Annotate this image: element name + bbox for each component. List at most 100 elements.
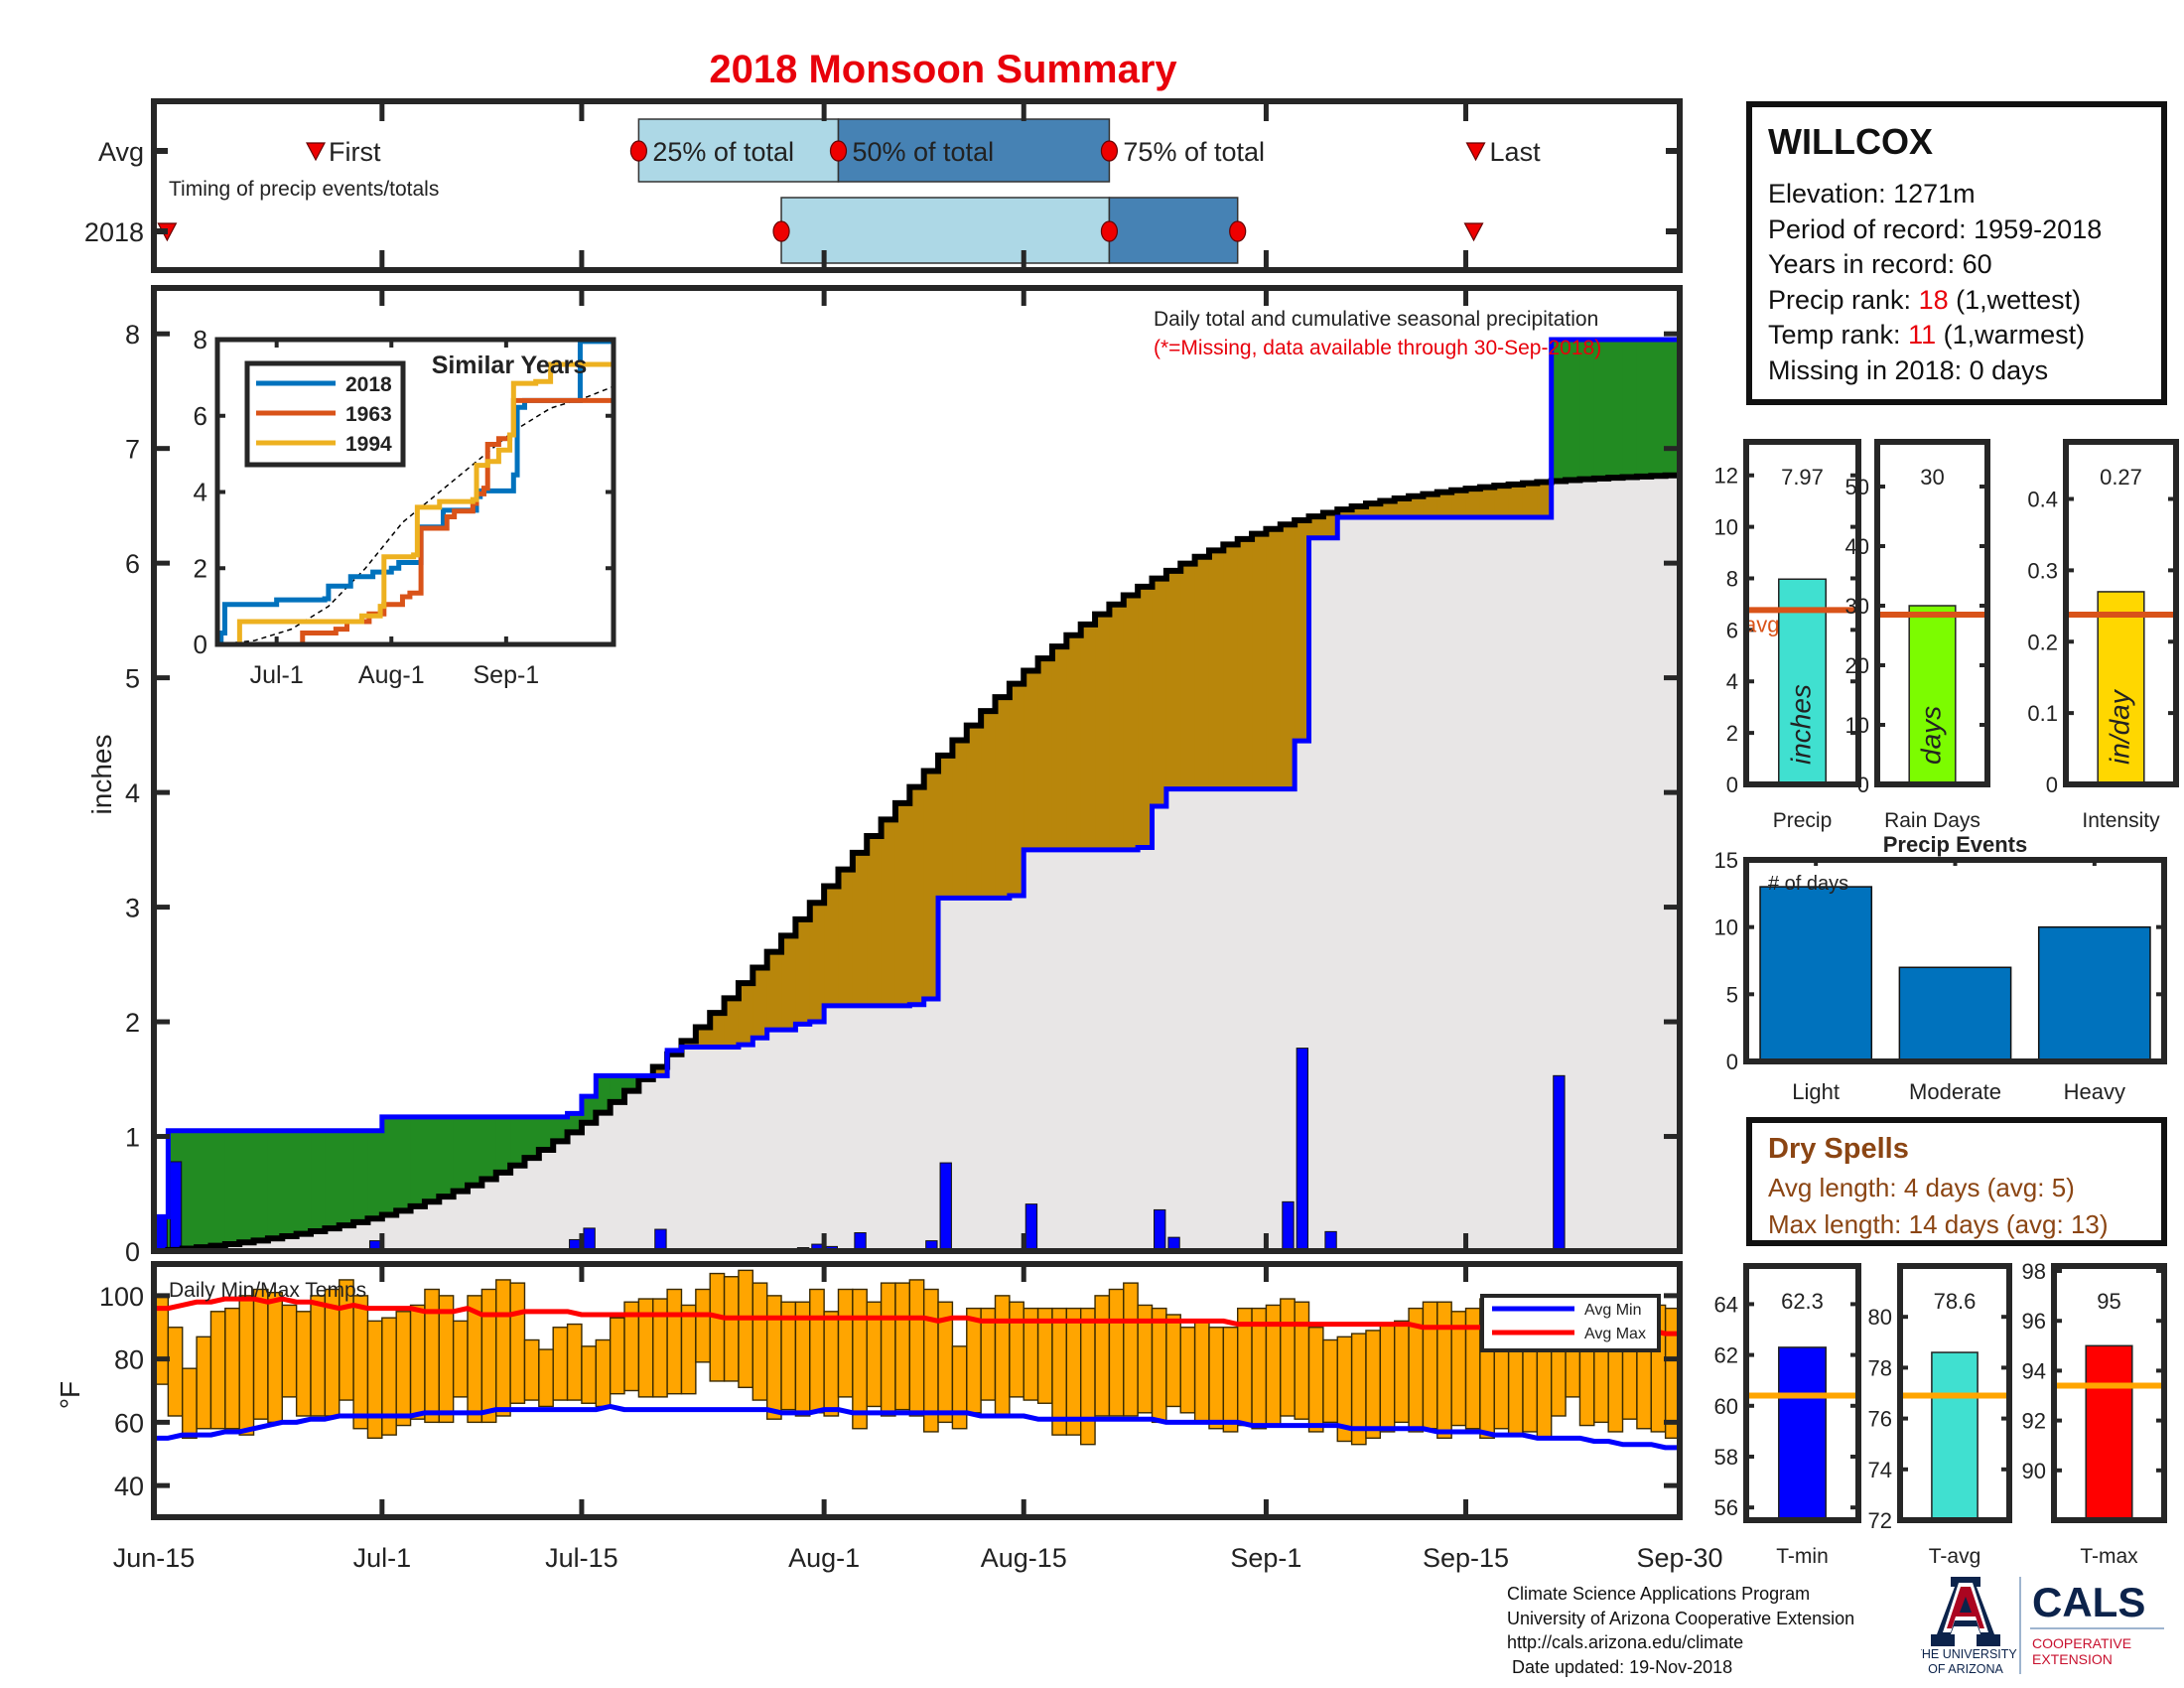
daily-temp-range-bar <box>852 1288 868 1430</box>
t-max-panel-frame <box>2051 1263 2167 1523</box>
precip-rank-suffix: (1,wettest) <box>1948 284 2082 315</box>
avg-first-label: First <box>329 137 381 167</box>
below-avg-fill <box>838 869 854 1006</box>
main-ytick-label: 7 <box>125 435 140 465</box>
daily-temp-range-bar <box>1079 1307 1096 1446</box>
rain-days-ytick-label: 50 <box>1845 475 1869 499</box>
daily-temp-range-bar <box>751 1282 768 1401</box>
inset-xtick-label: Sep-1 <box>474 661 540 689</box>
intensity-value-label: 0.27 <box>2100 465 2142 490</box>
above-avg-fill <box>325 1130 341 1229</box>
below-avg-fill <box>1451 490 1467 517</box>
logo-cals: CALS <box>2032 1579 2145 1625</box>
above-avg-fill <box>224 1130 240 1245</box>
below-avg-fill <box>1165 570 1181 789</box>
below-avg-fill <box>1322 512 1338 538</box>
rain-days-ytick-label: 0 <box>1857 773 1869 797</box>
t-min-ytick-label: 56 <box>1714 1495 1738 1520</box>
daily-temp-range-bar <box>1009 1301 1024 1398</box>
avg-50-marker <box>829 140 848 162</box>
rain-days-ytick-label: 40 <box>1845 534 1869 559</box>
above-avg-fill <box>367 1130 383 1219</box>
daily-temp-range-bar <box>951 1345 968 1430</box>
below-avg-fill <box>1237 538 1253 789</box>
main-ytick-label: 0 <box>125 1237 140 1267</box>
daily-temp-range-bar <box>837 1288 854 1398</box>
events-ytick-label: 15 <box>1714 848 1738 873</box>
event-bar-moderate <box>1898 966 2012 1062</box>
daily-temp-range-bar <box>1151 1307 1167 1424</box>
below-avg-fill <box>981 711 997 899</box>
footer-line-url[interactable]: http://cals.arizona.edu/climate <box>1507 1632 1744 1652</box>
below-avg-fill <box>681 1041 697 1048</box>
main-ytick-label: 1 <box>125 1123 140 1153</box>
daily-precip-bar <box>1154 1208 1166 1252</box>
below-avg-fill <box>952 740 968 899</box>
logo-coop-line1: COOPERATIVE <box>2032 1635 2131 1651</box>
above-avg-fill <box>468 1116 482 1186</box>
daily-temp-range-bar <box>695 1288 711 1363</box>
above-avg-fill <box>410 1116 426 1206</box>
inset-ytick-label: 8 <box>194 325 207 354</box>
daily-precip-bar <box>169 1161 183 1252</box>
temp-panel-title: Daily Min/Max Temps <box>169 1279 366 1302</box>
daily-temp-range-bar <box>1193 1320 1210 1424</box>
above-avg-fill <box>453 1116 469 1192</box>
avg-25-marker <box>629 140 647 162</box>
inset-ytick-label: 6 <box>194 401 207 431</box>
daily-temp-range-bar <box>1307 1327 1324 1433</box>
avg-min-line <box>154 1403 1680 1451</box>
below-avg-fill <box>881 819 896 1006</box>
t-max-ytick-label: 98 <box>2022 1259 2046 1284</box>
daily-temp-range-bar <box>709 1272 726 1382</box>
above-avg-fill <box>282 1130 298 1237</box>
intensity-category-label: Intensity <box>2082 809 2160 832</box>
t-min-value-bar <box>1778 1346 1827 1521</box>
daily-temp-range-bar <box>595 1338 612 1408</box>
intensity-ytick-label: 0.2 <box>2027 630 2058 654</box>
daily-temp-range-bar <box>182 1367 198 1440</box>
below-avg-fill <box>752 967 768 1039</box>
below-avg-fill <box>1066 634 1082 850</box>
below-avg-fill <box>1423 493 1438 517</box>
main-ylabel: inches <box>86 735 117 815</box>
below-avg-fill <box>938 755 954 899</box>
t-min-ytick-label: 60 <box>1714 1394 1738 1419</box>
events-title: Precip Events <box>1883 832 2028 857</box>
intensity-ytick-label: 0.1 <box>2027 701 2058 726</box>
below-avg-fill <box>766 951 782 1031</box>
below-avg-fill <box>852 852 868 1006</box>
period-of-record: Period of record: 1959-2018 <box>1768 213 2103 244</box>
t-max-ytick-label: 92 <box>2022 1409 2046 1434</box>
daily-temp-range-bar <box>452 1320 469 1398</box>
daily-temp-range-bar <box>281 1304 298 1398</box>
row-label-2018: 2018 <box>84 217 144 247</box>
timing-panel-frame <box>151 98 1683 273</box>
daily-temp-range-bar <box>196 1336 212 1430</box>
inset-avg-curve <box>216 385 614 645</box>
inset-xtick-label: Jul-1 <box>250 661 304 689</box>
daily-temp-range-bar <box>352 1295 369 1430</box>
inset-legend-label: 2018 <box>345 373 392 396</box>
2018-25-50-bar <box>780 197 1111 264</box>
temp-ytick-label: 100 <box>99 1282 144 1312</box>
below-avg-fill <box>1180 563 1196 789</box>
t-avg-panel-frame <box>1897 1263 2012 1523</box>
temp-ytick-label: 80 <box>114 1345 144 1375</box>
daily-temp-range-bar <box>666 1288 683 1395</box>
rain-days-ytick-label: 30 <box>1845 594 1869 619</box>
precip-rank-prefix: Precip rank: <box>1768 284 1919 315</box>
below-avg-fill <box>966 725 982 899</box>
below-avg-fill <box>1080 624 1096 850</box>
daily-temp-range-bar <box>566 1323 583 1401</box>
t-min-ytick-label: 62 <box>1714 1343 1738 1368</box>
temp-rank: Temp rank: 11 (1,warmest) <box>1768 318 2161 353</box>
t-avg-category-label: T-avg <box>1929 1545 1981 1568</box>
below-avg-fill <box>781 935 797 1031</box>
footer-line-university: University of Arizona Cooperative Extens… <box>1507 1608 1855 1628</box>
x-axis-date-label: Aug-15 <box>981 1543 1067 1573</box>
below-avg-fill <box>1194 556 1210 789</box>
above-avg-fill <box>1622 339 1638 478</box>
precip-ytick-label: 12 <box>1714 464 1738 489</box>
daily-temp-range-bar <box>1294 1301 1310 1420</box>
